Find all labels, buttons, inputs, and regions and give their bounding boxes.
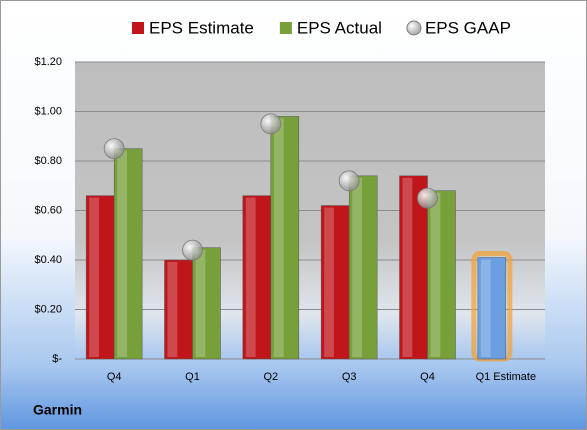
legend-label: EPS Actual — [297, 18, 382, 37]
gaap-marker — [417, 187, 438, 209]
y-tick-label: $1.20 — [34, 56, 62, 68]
bar — [477, 257, 507, 360]
bar — [192, 247, 221, 360]
bar-shine — [402, 177, 413, 357]
gaap-marker — [338, 170, 360, 192]
bar — [113, 148, 143, 360]
bar — [242, 195, 272, 360]
x-tick-label: Q1 Estimate — [476, 371, 537, 383]
bar — [85, 195, 115, 360]
bar — [164, 259, 193, 360]
y-tick-label: $0.60 — [34, 204, 62, 216]
bar — [270, 116, 300, 360]
bar-shine — [89, 197, 99, 357]
bar-shine — [167, 262, 178, 357]
x-tick-label: Q2 — [263, 371, 278, 383]
chart-title: Garmin — [33, 402, 82, 418]
bar-shine — [480, 259, 491, 357]
y-tick-label: $1.00 — [34, 105, 62, 117]
bar-shine — [352, 177, 362, 357]
gaap-marker — [260, 113, 282, 135]
y-tick-label: $0.80 — [34, 155, 62, 167]
x-tick-label: Q3 — [342, 371, 357, 383]
x-tick-label: Q4 — [420, 371, 435, 383]
bar-shine — [245, 197, 256, 357]
x-tick-label: Q1 — [185, 371, 200, 383]
legend-label: EPS GAAP — [425, 18, 511, 37]
legend-label: EPS Estimate — [149, 18, 254, 37]
bar-shine — [324, 207, 334, 357]
y-tick-label: $- — [52, 353, 62, 365]
bar-shine — [273, 118, 284, 357]
bar-shine — [430, 192, 441, 357]
y-tick-label: $0.20 — [34, 303, 62, 315]
x-tick-label: Q4 — [107, 371, 122, 383]
bar — [427, 190, 456, 360]
gaap-marker — [103, 138, 125, 160]
legend-marker — [406, 20, 422, 36]
legend-marker — [132, 22, 144, 34]
y-tick-label: $0.40 — [34, 254, 62, 266]
bar-shine — [117, 150, 127, 357]
gaap-marker — [182, 239, 203, 261]
legend-marker — [279, 22, 292, 34]
bar-shine — [195, 249, 206, 357]
bar — [348, 175, 378, 360]
